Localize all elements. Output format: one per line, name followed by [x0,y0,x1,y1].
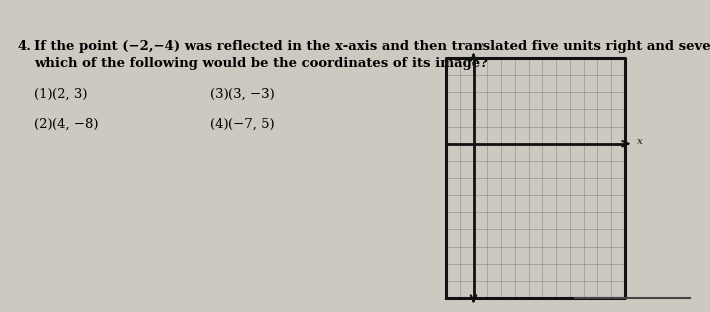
Text: (−7, 5): (−7, 5) [228,118,275,131]
Text: (3): (3) [210,88,229,101]
Text: (1): (1) [34,88,53,101]
Text: (2): (2) [34,118,53,131]
Text: (4): (4) [210,118,229,131]
Text: (4, −8): (4, −8) [52,118,99,131]
Text: x: x [637,137,643,146]
Text: which of the following would be the coordinates of its image?: which of the following would be the coor… [34,57,488,70]
Text: y: y [476,41,482,51]
Text: (2, 3): (2, 3) [52,88,87,101]
Text: 4.: 4. [18,40,32,53]
Text: If the point (−2,−4) was reflected in the x-axis and then translated five units : If the point (−2,−4) was reflected in th… [34,40,710,53]
Text: (3, −3): (3, −3) [228,88,275,101]
